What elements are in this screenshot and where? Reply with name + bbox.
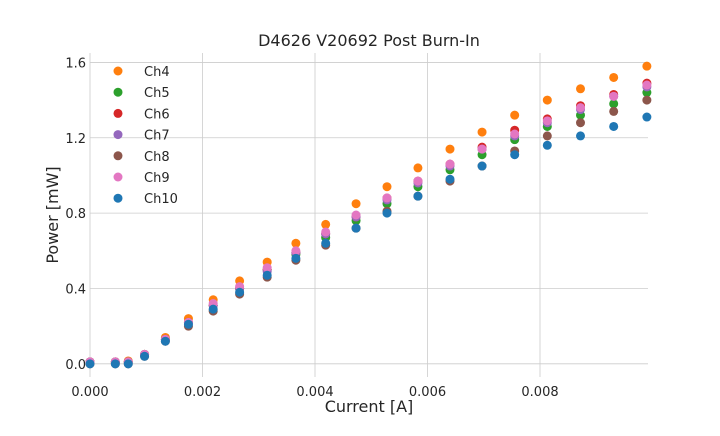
data-point <box>262 270 272 280</box>
data-point <box>609 106 619 116</box>
data-point <box>542 131 552 141</box>
legend-marker <box>113 151 123 161</box>
legend-item: Ch9 <box>113 171 170 186</box>
legend-item: Ch6 <box>113 107 170 122</box>
data-point <box>123 359 133 369</box>
data-point <box>160 336 170 346</box>
data-point <box>382 193 392 203</box>
legend-marker <box>113 130 123 140</box>
data-point <box>445 144 455 154</box>
data-point <box>110 359 120 369</box>
data-point <box>382 182 392 192</box>
legend-label: Ch10 <box>144 192 178 207</box>
x-tick-label: 0.006 <box>409 385 446 400</box>
data-point <box>85 359 95 369</box>
data-point <box>642 61 652 71</box>
data-point <box>576 84 585 94</box>
data-points <box>85 61 652 369</box>
data-point <box>576 118 585 128</box>
data-point <box>291 253 301 263</box>
legend-label: Ch6 <box>144 107 170 122</box>
data-point <box>510 150 520 160</box>
legend-item: Ch7 <box>113 129 170 144</box>
y-tick-label: 0.4 <box>65 282 86 297</box>
data-point <box>413 191 423 201</box>
y-tick-label: 0.8 <box>65 207 86 222</box>
x-axis-title: Current [A] <box>325 397 414 416</box>
data-point <box>445 159 455 169</box>
legend-marker <box>113 108 123 118</box>
legend-item: Ch5 <box>113 86 170 101</box>
data-point <box>321 227 331 237</box>
grid <box>89 53 648 377</box>
data-point <box>183 319 193 329</box>
data-point <box>351 223 361 233</box>
legend-marker <box>113 66 123 76</box>
legend-label: Ch5 <box>144 86 170 101</box>
data-point <box>262 263 272 273</box>
data-point <box>609 91 619 101</box>
data-point <box>576 103 585 113</box>
y-tick-label: 1.6 <box>65 56 86 71</box>
plot-background <box>90 53 648 377</box>
legend-marker <box>113 193 123 203</box>
x-tick-label: 0.008 <box>521 385 558 400</box>
data-point <box>542 95 552 105</box>
x-tick-label: 0.002 <box>184 385 221 400</box>
data-point <box>140 351 150 361</box>
data-point <box>542 140 552 150</box>
data-point <box>413 163 423 173</box>
data-point <box>235 287 245 297</box>
legend: Ch4 Ch5 Ch6 Ch7 Ch8 Ch9 Ch10 <box>113 65 178 207</box>
y-axis-title: Power [mW] <box>43 166 62 263</box>
data-point <box>609 72 619 82</box>
legend-item: Ch4 <box>113 65 170 80</box>
series-ch10 <box>85 112 652 369</box>
data-point <box>510 129 520 139</box>
data-point <box>208 304 218 314</box>
y-tick-label: 1.2 <box>65 132 86 147</box>
x-tick-label: 0.000 <box>71 385 108 400</box>
legend-marker <box>113 172 123 182</box>
legend-label: Ch4 <box>144 65 170 80</box>
data-point <box>321 219 331 229</box>
legend-label: Ch8 <box>144 150 170 165</box>
data-point <box>642 80 652 90</box>
legend-marker <box>113 87 123 97</box>
tick-labels: 0.000 0.002 0.004 0.006 0.008 0.0 0.4 0.8 1.2 1.6 <box>65 56 558 400</box>
data-point <box>642 95 652 105</box>
legend-label: Ch7 <box>144 129 170 144</box>
data-point <box>413 176 423 186</box>
data-point <box>609 121 619 131</box>
data-point <box>351 199 361 209</box>
legend-item: Ch8 <box>113 150 170 165</box>
data-point <box>510 110 520 120</box>
data-point <box>477 127 487 137</box>
data-point <box>291 246 301 256</box>
data-point <box>542 116 552 126</box>
y-tick-label: 0.0 <box>65 358 86 373</box>
data-point <box>321 238 331 248</box>
data-point <box>642 112 652 122</box>
data-point <box>576 131 585 141</box>
data-point <box>609 99 619 109</box>
data-point <box>291 238 301 248</box>
x-tick-label: 0.004 <box>296 385 333 400</box>
data-point <box>351 210 361 220</box>
legend-label: Ch9 <box>144 171 170 186</box>
data-point <box>477 144 487 154</box>
data-point <box>382 208 392 218</box>
data-point <box>445 174 455 184</box>
chart-title: D4626 V20692 Post Burn-In <box>258 31 480 50</box>
legend-item: Ch10 <box>113 192 178 207</box>
data-point <box>477 161 487 171</box>
